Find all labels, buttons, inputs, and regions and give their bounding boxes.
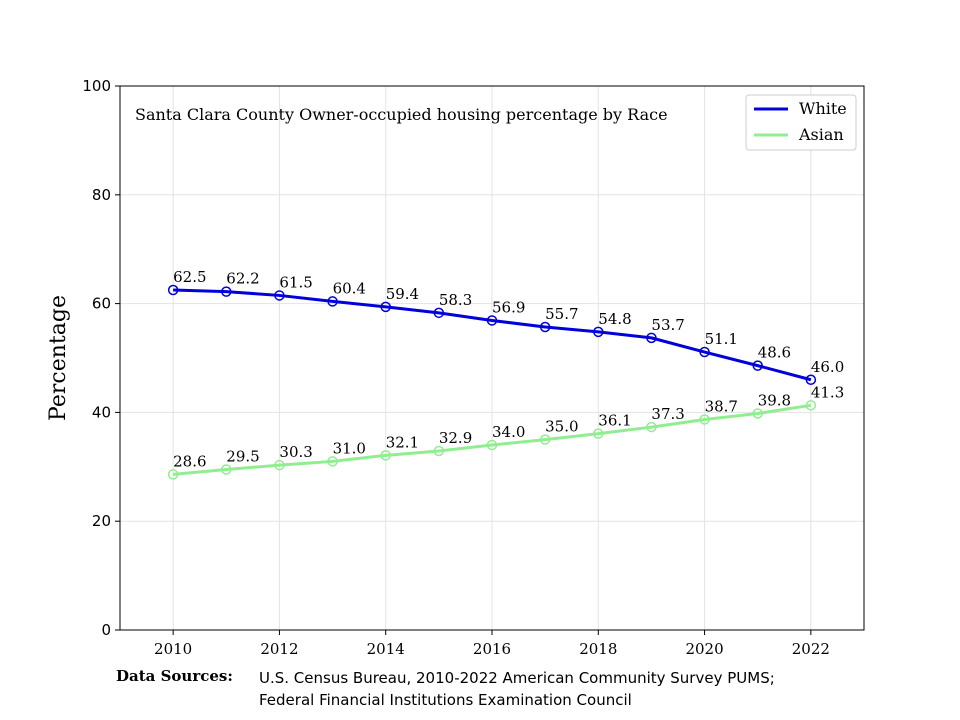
data-point [221,464,232,475]
y-tick-label: 20 [92,512,111,530]
data-point [380,450,391,461]
data-label: 30.3 [279,443,312,461]
data-point [167,469,179,480]
data-point [593,428,604,439]
data-label: 48.6 [758,344,791,362]
y-axis-label: Percentage [46,295,71,421]
data-sources-label: Data Sources: [116,667,233,685]
series-layer [167,284,817,480]
data-label: 28.6 [173,452,206,470]
series-line-white [173,288,812,382]
data-label: 35.0 [545,418,578,436]
data-point [433,445,445,457]
data-point [221,286,232,297]
data-label: 55.7 [545,305,578,323]
data-point [805,374,817,386]
data-label: 31.0 [333,439,366,457]
x-tick-label: 2018 [579,640,617,658]
data-label: 61.5 [279,273,312,291]
legend-label: White [799,99,847,118]
x-tick-label: 2022 [792,640,830,658]
data-point [646,421,657,433]
data-label: 60.4 [333,279,366,297]
x-tick-label: 2016 [473,640,511,658]
data-point [274,290,285,301]
x-tick-label: 2020 [685,640,723,658]
data-point [752,360,763,371]
data-label: 36.1 [598,412,631,430]
data-label: 32.1 [386,433,419,451]
data-point [327,456,338,467]
y-tick-label: 100 [82,77,111,95]
x-tick-label: 2010 [154,640,192,658]
data-point [646,332,657,344]
data-label: 37.3 [651,405,684,423]
data-point [805,400,817,411]
data-point [486,439,498,451]
data-label: 41.3 [811,383,844,401]
legend-label: Asian [798,125,844,144]
data-label: 32.9 [439,429,472,447]
data-point [593,326,604,338]
grid-lines [120,85,864,631]
data-point [752,408,763,419]
data-point [539,434,551,445]
data-sources-line-1: U.S. Census Bureau, 2010-2022 American C… [259,669,775,687]
data-point [167,284,179,296]
data-label: 29.5 [226,448,259,466]
data-point [486,315,498,326]
data-point [433,307,445,319]
data-point [539,321,551,333]
x-tick-label: 2012 [260,640,298,658]
data-label: 62.5 [173,268,206,286]
data-sources: Data Sources: U.S. Census Bureau, 2010-2… [116,667,775,711]
data-point [699,346,710,358]
legend: White Asian [745,94,857,151]
chart-title: Santa Clara County Owner-occupied housin… [135,105,668,124]
data-label: 58.3 [439,291,472,309]
data-label: 39.8 [758,391,791,409]
data-label: 56.9 [492,298,525,316]
data-point [274,459,285,471]
data-point [699,414,710,425]
y-tick-label: 80 [92,186,111,204]
y-tick-label: 60 [92,295,111,313]
data-point [380,301,391,313]
data-sources-line-2: Federal Financial Institutions Examinati… [259,691,632,709]
data-label: 34.0 [492,423,525,441]
data-label: 62.2 [226,270,259,288]
axes: 2010 2012 2014 2016 2018 2020 2022 0 20 40 60 80 100 [82,77,865,658]
data-label: 54.8 [598,310,631,328]
data-label: 38.7 [705,397,738,415]
y-tick-label: 40 [92,403,111,421]
data-label: 51.1 [705,330,738,348]
data-label: 53.7 [651,316,684,334]
data-label: 59.4 [386,285,419,303]
data-sources-text: U.S. Census Bureau, 2010-2022 American C… [259,667,775,711]
data-labels: 62.5 62.2 61.5 60.4 59.4 58.3 56.9 55.7 54.8 53.7… [173,268,844,470]
x-tick-label: 2014 [367,640,405,658]
y-tick-label: 0 [101,621,111,639]
data-label: 46.0 [811,358,844,376]
data-point [327,296,338,307]
series-line-asian [173,403,812,476]
